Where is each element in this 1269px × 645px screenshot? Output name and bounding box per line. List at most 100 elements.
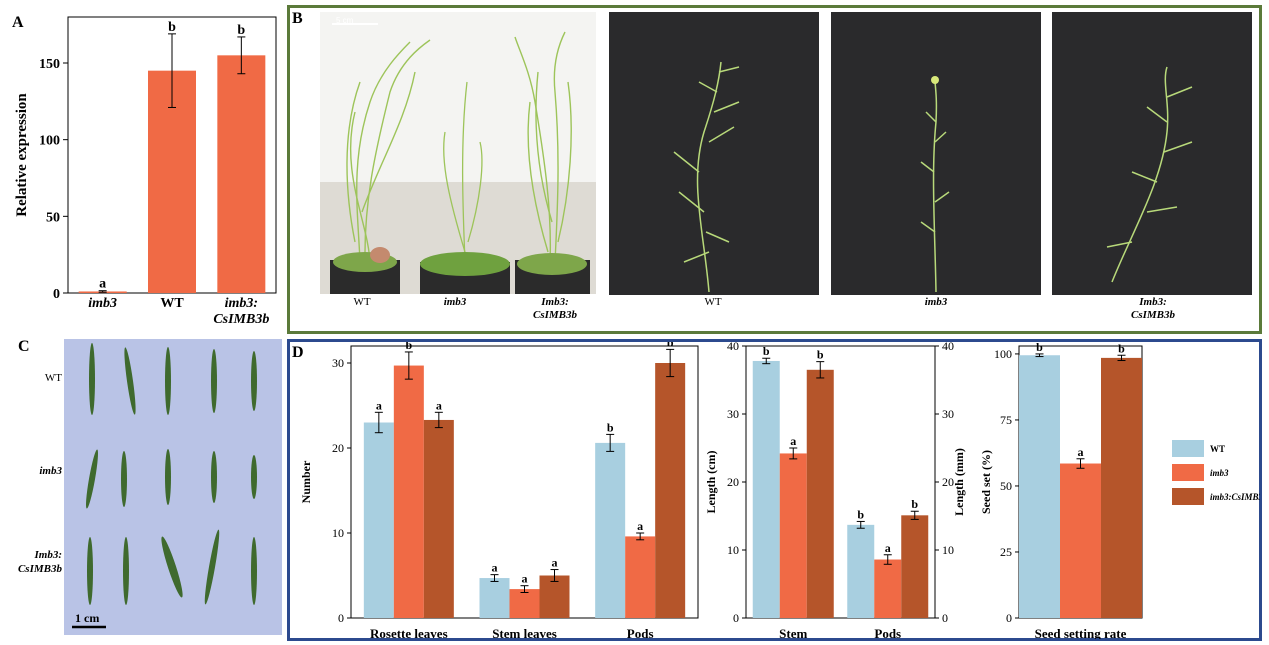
chart-d1-bar-0-1 <box>393 365 424 618</box>
chart-d2-ytick-right-label-0: 0 <box>942 611 948 625</box>
chart-d3-letter-0-2: b <box>1118 342 1125 355</box>
chart-d2-ytick-label-1: 10 <box>727 543 739 557</box>
chart-d1-letter-1-1: a <box>522 572 528 586</box>
panel-d-frame <box>287 339 1262 641</box>
photo-wt-inflorescence <box>609 12 819 295</box>
panel-label-b: B <box>292 10 303 27</box>
chart-d2-ylabel: Length (cm) <box>704 451 718 514</box>
chart-d2-letter-0-0: b <box>763 344 770 358</box>
chart-d2-bar-0-0 <box>752 360 780 618</box>
chart-d2-letter-0-2: b <box>817 348 824 362</box>
chart-d1-bar-2-1 <box>625 536 656 618</box>
chart-d1-letter-1-2: a <box>552 556 558 570</box>
chart-d2-ylabel-right: Length (mm) <box>952 448 966 516</box>
chart-d3-ytick-label-0: 0 <box>1006 611 1012 625</box>
chart-d3-ytick-label-1: 25 <box>1000 545 1012 559</box>
legend-swatch-1 <box>1172 464 1204 481</box>
chart-d1-bar-0-0 <box>363 422 394 618</box>
chart-d1-category-2: Pods <box>627 626 654 639</box>
chart-d2-letter-1-1: a <box>885 541 891 555</box>
chart-d1-bar-2-0 <box>595 442 626 618</box>
chart-d3-category-0: Seed setting rate <box>1035 626 1127 639</box>
chart-d1-bar-1-1 <box>509 589 540 618</box>
chart-d2-letter-1-2: b <box>911 497 918 511</box>
legend-swatch-2 <box>1172 488 1204 505</box>
chart-d2-bar-0-2 <box>806 369 834 618</box>
chart-d1-bar-1-0 <box>479 578 510 618</box>
caption-imb3-1: imb3 <box>443 296 467 308</box>
chart-d3-letter-0-0: b <box>1036 342 1043 354</box>
chart-d1-letter-2-0: b <box>607 420 614 434</box>
chart-a-letter-2: b <box>237 23 245 38</box>
chart-a-ylabel: Relative expression <box>14 93 30 217</box>
chart-a-category-1-0: WT <box>160 296 184 311</box>
chart-d2-bar-1-1 <box>874 559 902 618</box>
chart-d1-category-1: Stem leaves <box>492 626 557 639</box>
legend-label-2: imb3:CsIMB3b <box>1210 492 1260 502</box>
chart-d1-ytick-label-0: 0 <box>338 611 344 625</box>
panel-label-a: A <box>12 14 24 31</box>
photo-complement-inflorescence <box>1052 12 1252 295</box>
chart-a-ytick-label-3: 150 <box>39 57 60 72</box>
caption-wt-1: WT <box>353 296 371 308</box>
chart-a-category-2-1: CsIMB3b <box>213 312 269 327</box>
chart-d3-ytick-label-4: 100 <box>994 347 1012 361</box>
caption-complement-2: Imb3: CsIMB3b <box>1130 296 1176 321</box>
chart-d2-letter-1-0: b <box>857 507 864 521</box>
chart-d1-ytick-label-3: 30 <box>332 356 344 370</box>
chart-d1-letter-2-2: b <box>667 342 674 349</box>
chart-d1-bar-2-2 <box>655 363 686 618</box>
chart-a-ytick-label-2: 100 <box>39 134 60 149</box>
chart-d2-ytick-label-4: 40 <box>727 342 739 353</box>
panel-label-d: D <box>292 344 304 361</box>
chart-d3-ytick-label-3: 75 <box>1000 413 1012 427</box>
chart-d2-ytick-right-label-1: 10 <box>942 543 954 557</box>
chart-d3-bar-0-1 <box>1060 463 1101 618</box>
chart-a-category-2-0: imb3: <box>225 296 258 311</box>
photo-b-scale-label: 5 cm <box>336 16 354 25</box>
chart-d2-ytick-right-label-2: 20 <box>942 475 954 489</box>
chart-d1-letter-1-0: a <box>492 561 498 575</box>
chart-a: 0 50 100 150 Relative expression a imb3 b WT b imb… <box>14 16 277 327</box>
chart-d1-letter-0-1: b <box>405 342 412 352</box>
chart-d: 0 10 20 30 Number a b a Rosette leaves a a a Stem le… <box>299 342 1260 639</box>
chart-d3-ytick-label-2: 50 <box>1000 479 1012 493</box>
panel-label-c: C <box>18 338 30 355</box>
caption-complement-1: Imb3: CsIMB3b <box>532 296 578 321</box>
legend-swatch-0 <box>1172 440 1204 457</box>
chart-d3-bar-0-2 <box>1101 357 1142 618</box>
chart-d2-letter-0-1: a <box>790 434 796 448</box>
chart-d2-category-1: Pods <box>874 626 901 639</box>
chart-d2-ytick-label-3: 30 <box>727 407 739 421</box>
chart-d1-ytick-label-1: 10 <box>332 526 344 540</box>
chart-d1-bar-1-2 <box>539 575 570 618</box>
chart-a-bar-2 <box>217 55 266 294</box>
chart-a-ytick-label-0: 0 <box>53 287 60 302</box>
chart-d3-letter-0-1: a <box>1078 445 1084 459</box>
chart-d1-letter-0-0: a <box>376 398 382 412</box>
chart-d2-ytick-label-0: 0 <box>733 611 739 625</box>
photo-pods <box>64 339 282 635</box>
row-label-complement: Imb3: CsIMB3b <box>17 549 62 575</box>
chart-d1-ylabel: Number <box>299 460 313 503</box>
chart-d1-bar-0-2 <box>423 419 454 618</box>
chart-d3-ylabel: Seed set (%) <box>979 450 993 514</box>
chart-d1-category-0: Rosette leaves <box>370 626 448 639</box>
caption-wt-2: WT <box>704 296 722 308</box>
chart-a-letter-0: a <box>99 277 106 292</box>
chart-a-ytick-label-1: 50 <box>46 210 60 225</box>
photo-imb3-inflorescence <box>831 12 1041 295</box>
legend-label-1: imb3 <box>1210 468 1229 478</box>
chart-d1-ytick-label-2: 20 <box>332 441 344 455</box>
row-label-imb3: imb3 <box>39 465 62 477</box>
chart-a-category-0-0: imb3 <box>88 296 117 311</box>
chart-d3-bar-0-0 <box>1019 355 1060 618</box>
chart-d2-ytick-right-label-4: 40 <box>942 342 954 353</box>
chart-d2-ytick-label-2: 20 <box>727 475 739 489</box>
caption-imb3-2: imb3 <box>924 296 948 308</box>
panel-b-frame <box>287 5 1262 334</box>
chart-d1-letter-2-1: a <box>637 519 643 533</box>
photo-c-scale-label: 1 cm <box>75 611 100 625</box>
chart-d2-bar-1-0 <box>847 524 875 618</box>
photo-whole-plants <box>320 12 596 294</box>
